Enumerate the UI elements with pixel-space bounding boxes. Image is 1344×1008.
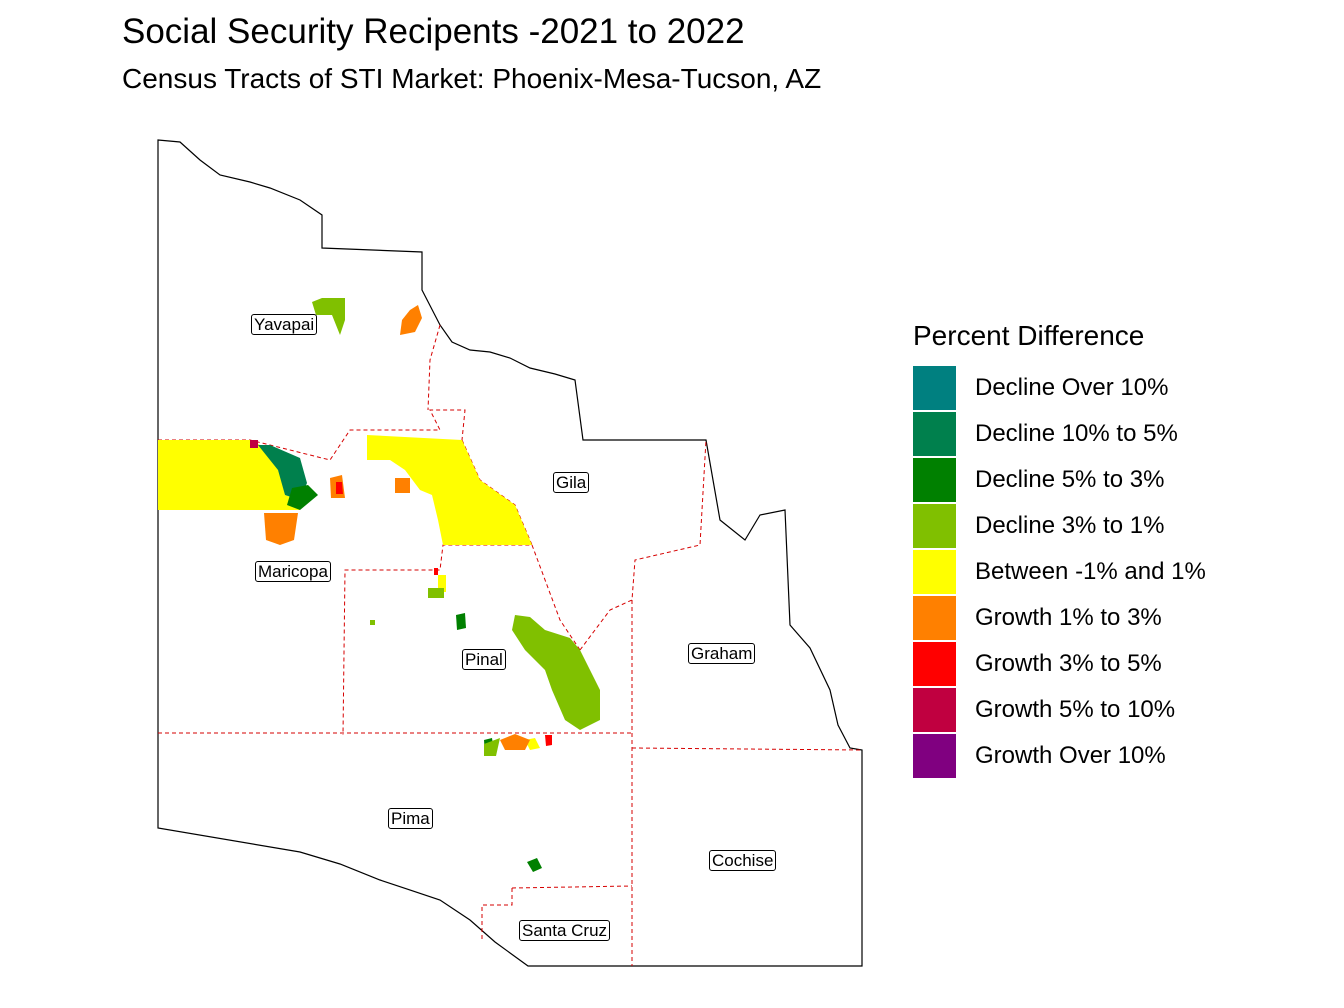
- legend-item: Decline 10% to 5%: [913, 412, 1206, 456]
- legend-swatch: [913, 734, 956, 778]
- legend-swatch: [913, 642, 956, 686]
- legend-label: Decline 3% to 1%: [975, 512, 1165, 539]
- legend-item: Decline 3% to 1%: [913, 504, 1206, 548]
- legend-title: Percent Difference: [913, 320, 1145, 351]
- legend-swatch: [913, 596, 956, 640]
- legend-item: Growth 1% to 3%: [913, 596, 1206, 640]
- legend-label: Growth Over 10%: [975, 742, 1166, 769]
- county-label-cochise: Cochise: [709, 850, 777, 871]
- legend-swatch: [913, 412, 956, 456]
- county-label-pima: Pima: [388, 808, 433, 829]
- legend-swatch: [913, 458, 956, 502]
- legend-label: Between -1% and 1%: [975, 558, 1206, 585]
- legend-label: Growth 1% to 3%: [975, 604, 1162, 631]
- legend-label: Decline 5% to 3%: [975, 466, 1165, 493]
- map-title: Social Security Recipents -2021 to 2022: [122, 12, 745, 51]
- legend-label: Growth 3% to 5%: [975, 650, 1162, 677]
- legend-swatch: [913, 550, 956, 594]
- county-boundaries: [158, 324, 863, 966]
- county-label-yavapai: Yavapai: [251, 314, 318, 335]
- legend-item: Decline 5% to 3%: [913, 458, 1206, 502]
- legend-item: Decline Over 10%: [913, 366, 1206, 410]
- legend-item: Growth 3% to 5%: [913, 642, 1206, 686]
- legend-label: Growth 5% to 10%: [975, 696, 1176, 723]
- study-area-outline: [157, 139, 863, 967]
- legend-label: Decline 10% to 5%: [975, 420, 1178, 447]
- legend-item: Growth 5% to 10%: [913, 688, 1206, 732]
- legend-item: Between -1% and 1%: [913, 550, 1206, 594]
- county-label-graham: Graham: [688, 643, 756, 664]
- legend-label: Decline Over 10%: [975, 374, 1169, 401]
- legend-item: Growth Over 10%: [913, 734, 1206, 778]
- legend-swatch: [913, 366, 956, 410]
- tract-fills: [158, 298, 600, 872]
- map-legend: Percent Difference Decline Over 10% Decl…: [913, 320, 1206, 780]
- county-label-pinal: Pinal: [462, 649, 506, 670]
- legend-swatch: [913, 688, 956, 732]
- county-label-santa-cruz: Santa Cruz: [519, 920, 611, 941]
- county-label-maricopa: Maricopa: [255, 561, 331, 582]
- map-subtitle: Census Tracts of STI Market: Phoenix-Mes…: [122, 63, 822, 94]
- legend-swatch: [913, 504, 956, 548]
- county-label-gila: Gila: [553, 472, 590, 493]
